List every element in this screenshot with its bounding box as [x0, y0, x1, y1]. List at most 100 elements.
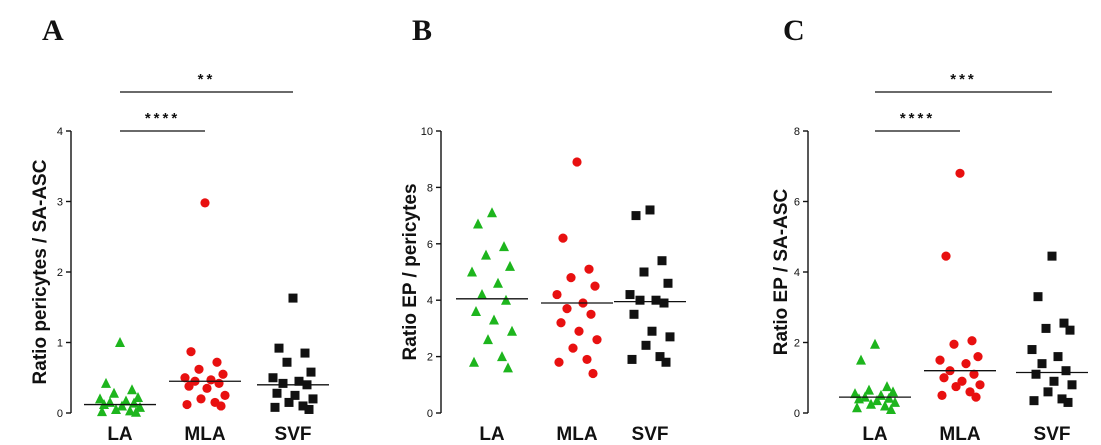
data-point-circle [572, 157, 582, 167]
data-point-circle [965, 387, 975, 397]
y-tick-label: 3 [57, 197, 63, 209]
data-point-circle [586, 309, 596, 319]
data-point-square [1041, 323, 1051, 333]
data-point-triangle [882, 381, 892, 392]
data-point-square [270, 402, 280, 412]
data-point-circle [180, 373, 190, 383]
data-point-triangle [852, 402, 862, 413]
data-point-triangle [886, 403, 896, 414]
data-point-triangle [125, 405, 135, 416]
data-point-circle [186, 347, 196, 357]
data-point-triangle [471, 305, 481, 316]
data-point-circle [951, 381, 961, 392]
data-point-circle [967, 336, 977, 346]
data-point-triangle [866, 398, 876, 409]
data-point-circle [182, 399, 192, 410]
data-point-circle [971, 392, 981, 402]
y-axis-label: Ratio pericytes / SA-ASC [30, 159, 51, 384]
x-tick-label: LA [107, 424, 133, 445]
x-tick-label: MLA [184, 424, 225, 445]
x-tick-label: LA [862, 424, 888, 445]
data-point-square [1053, 352, 1063, 362]
significance-label: **** [900, 110, 935, 127]
data-point-square [268, 373, 278, 383]
data-point-square [665, 332, 675, 342]
data-point-square [1067, 380, 1077, 390]
data-point-circle [582, 354, 592, 365]
data-point-square [290, 390, 300, 400]
y-tick-label: 4 [427, 295, 433, 307]
data-point-circle [949, 339, 959, 349]
data-point-square [647, 326, 657, 336]
data-point-square [294, 376, 304, 386]
data-point-square [657, 256, 667, 266]
significance-label: **** [145, 110, 180, 127]
data-point-circle [212, 357, 222, 367]
data-point-square [1065, 325, 1075, 335]
data-point-square [651, 295, 661, 305]
significance-label: ** [198, 71, 216, 88]
data-point-square [1037, 359, 1047, 369]
data-point-circle [194, 364, 204, 374]
data-point-circle [556, 318, 566, 328]
data-point-triangle [487, 207, 497, 218]
data-point-square [1061, 366, 1071, 376]
data-point-triangle [481, 249, 491, 260]
data-point-triangle [880, 400, 890, 411]
data-point-triangle [469, 356, 479, 367]
data-point-circle [937, 390, 947, 400]
data-point-square [272, 388, 282, 398]
data-point-triangle [127, 384, 137, 395]
data-point-triangle [97, 406, 107, 417]
data-point-circle [935, 355, 945, 365]
data-point-square [1033, 292, 1043, 302]
data-point-triangle [872, 395, 882, 406]
data-point-square [635, 295, 645, 305]
data-point-square [1057, 394, 1067, 404]
data-point-triangle [497, 351, 507, 362]
data-point-square [639, 267, 649, 277]
y-tick-label: 6 [427, 239, 433, 251]
y-tick-label: 8 [427, 182, 433, 194]
data-point-circle [590, 281, 600, 291]
panel-A: A 0 1 2 3 4 Ratio pericytes / SA-ASC LA MLA SVF **… [30, 14, 329, 445]
data-point-square [625, 290, 635, 300]
data-point-triangle [109, 387, 119, 398]
data-point-square [304, 404, 314, 414]
y-tick-label: 2 [794, 338, 800, 350]
data-point-square [1047, 251, 1057, 261]
x-tick-label: SVF [275, 424, 312, 445]
data-point-circle [552, 289, 562, 300]
data-point-square [298, 401, 308, 411]
y-tick-label: 0 [427, 408, 433, 420]
data-point-circle [973, 352, 983, 362]
data-point-triangle [111, 403, 121, 414]
data-point-triangle [501, 294, 511, 305]
data-point-square [629, 309, 639, 319]
data-point-triangle [101, 377, 111, 388]
data-point-circle [975, 380, 985, 390]
data-point-triangle [483, 334, 493, 345]
data-point-circle [566, 273, 576, 283]
data-point-triangle [503, 362, 513, 373]
data-point-circle [206, 375, 216, 385]
x-tick-label: MLA [939, 424, 980, 445]
data-point-triangle [131, 406, 141, 417]
y-tick-label: 10 [421, 126, 433, 138]
data-point-square [288, 293, 298, 303]
data-point-triangle [473, 218, 483, 229]
data-point-circle [558, 233, 568, 243]
data-point-square [308, 394, 318, 404]
data-point-circle [584, 264, 594, 274]
y-tick-label: 6 [794, 197, 800, 209]
data-point-circle [969, 369, 979, 379]
data-point-triangle [864, 384, 874, 395]
data-point-square [300, 348, 310, 358]
y-tick-label: 4 [57, 126, 63, 138]
data-point-triangle [850, 388, 860, 399]
data-point-triangle [856, 354, 866, 365]
x-tick-label: SVF [632, 424, 669, 445]
data-point-square [645, 205, 655, 215]
data-point-triangle [121, 395, 131, 406]
